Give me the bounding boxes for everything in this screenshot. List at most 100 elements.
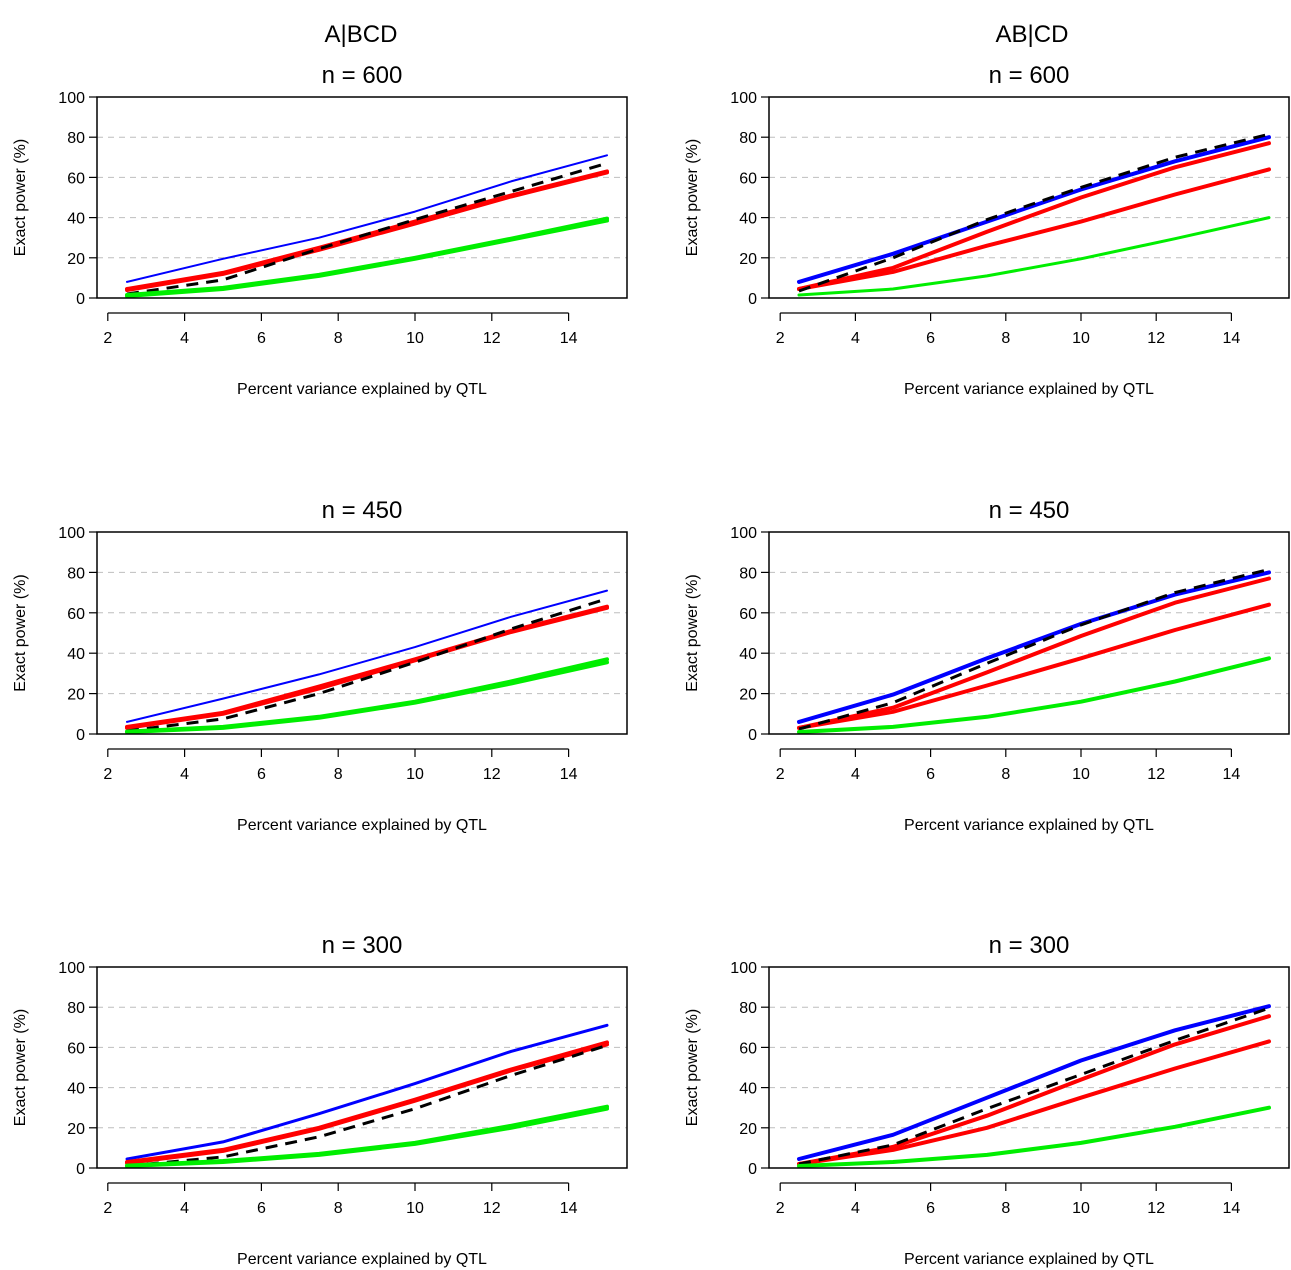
y-tick-label: 0	[76, 1161, 85, 1178]
column-header-left: A|BCD	[325, 21, 398, 48]
y-tick-label: 20	[67, 687, 85, 704]
y-tick-label: 40	[67, 646, 85, 663]
x-tick-label: 8	[1001, 330, 1010, 347]
x-tick-label: 4	[851, 1200, 860, 1217]
x-tick-label: 12	[1147, 330, 1165, 347]
y-tick-label: 0	[76, 727, 85, 744]
series-line-black-4	[126, 161, 608, 296]
x-tick-label: 2	[776, 766, 785, 783]
x-tick-label: 2	[103, 330, 112, 347]
x-tick-label: 14	[1223, 1200, 1241, 1217]
x-tick-label: 14	[1223, 766, 1241, 783]
x-tick-label: 4	[180, 330, 189, 347]
x-tick-label: 10	[406, 766, 424, 783]
y-tick-label: 40	[739, 1081, 757, 1098]
panel-title: n = 450	[989, 497, 1070, 524]
x-tick-label: 4	[851, 766, 860, 783]
x-tick-label: 14	[560, 1200, 578, 1217]
plot-frame	[96, 966, 628, 1169]
x-tick-label: 4	[180, 1200, 189, 1217]
y-tick-label: 60	[739, 606, 757, 623]
x-tick-label: 2	[103, 1200, 112, 1217]
plot-frame	[768, 966, 1290, 1169]
y-tick-label: 80	[67, 1000, 85, 1017]
series-line-green-5	[797, 1105, 1271, 1168]
x-tick-label: 6	[257, 1200, 266, 1217]
panel-title: n = 300	[322, 932, 403, 959]
chart-panel-6: 0 20 40 60 80 100 2 4 6 8 10 12 14 n = 300 Percent var…	[684, 932, 1290, 1268]
series-line-green-5	[797, 656, 1271, 734]
chart-panel-1: 0 20 40 60 80 100 2 4 6 8 10 12 14 n = 600 Percent var…	[12, 62, 628, 398]
y-tick-label: 60	[739, 170, 757, 187]
x-tick-label: 8	[334, 1200, 343, 1217]
y-tick-label: 20	[67, 251, 85, 268]
x-tick-label: 12	[1147, 1200, 1165, 1217]
series-line-black-4	[798, 1006, 1270, 1166]
y-tick-label: 100	[730, 525, 757, 542]
x-axis-label: Percent variance explained by QTL	[237, 817, 487, 834]
series-line-green-6	[125, 657, 609, 734]
series-line-red-2	[797, 1014, 1271, 1166]
series-line-black-4	[126, 1043, 608, 1168]
x-tick-label: 14	[1223, 330, 1241, 347]
x-tick-label: 2	[776, 330, 785, 347]
x-tick-label: 10	[406, 1200, 424, 1217]
x-tick-label: 4	[180, 766, 189, 783]
x-tick-label: 6	[926, 766, 935, 783]
y-tick-label: 80	[739, 565, 757, 582]
series-line-red-3	[797, 602, 1271, 730]
y-axis-label: Exact power (%)	[684, 574, 701, 691]
x-tick-label: 8	[1001, 766, 1010, 783]
y-tick-label: 80	[739, 1000, 757, 1017]
y-tick-label: 80	[67, 130, 85, 147]
x-axis-label: Percent variance explained by QTL	[904, 381, 1154, 398]
x-tick-label: 2	[103, 766, 112, 783]
series-line-red-2	[797, 141, 1271, 291]
y-tick-label: 40	[739, 211, 757, 228]
x-tick-label: 12	[483, 330, 501, 347]
series-line-red-3	[125, 604, 609, 729]
series-line-blue-1	[126, 589, 608, 723]
y-tick-label: 80	[67, 565, 85, 582]
y-tick-label: 20	[739, 687, 757, 704]
plot-frame	[768, 96, 1290, 299]
y-axis-label: Exact power (%)	[12, 1009, 29, 1126]
x-tick-label: 2	[776, 1200, 785, 1217]
y-tick-label: 40	[67, 1081, 85, 1098]
x-tick-label: 4	[851, 330, 860, 347]
series-line-blue-1	[797, 135, 1271, 284]
y-tick-label: 60	[739, 1040, 757, 1057]
chart-panel-4: 0 20 40 60 80 100 2 4 6 8 10 12 14 n = 450 Percent var…	[684, 497, 1290, 834]
x-axis-label: Percent variance explained by QTL	[237, 381, 487, 398]
y-tick-label: 0	[748, 1161, 757, 1178]
y-tick-label: 100	[58, 960, 85, 977]
x-tick-label: 12	[483, 1200, 501, 1217]
y-tick-label: 20	[67, 1121, 85, 1138]
y-tick-label: 60	[67, 1040, 85, 1057]
y-tick-label: 40	[67, 211, 85, 228]
x-tick-label: 8	[334, 766, 343, 783]
series-line-green-6	[125, 216, 609, 297]
x-tick-label: 10	[1072, 1200, 1090, 1217]
x-tick-label: 10	[406, 330, 424, 347]
panel-title: n = 600	[989, 62, 1070, 89]
column-header-right: AB|CD	[996, 21, 1069, 48]
y-tick-label: 0	[748, 727, 757, 744]
series-line-green-6	[125, 1104, 609, 1168]
series-line-red-3	[125, 169, 609, 291]
x-tick-label: 10	[1072, 330, 1090, 347]
series-line-blue-1	[797, 1004, 1271, 1161]
series-line-red-2	[797, 576, 1271, 730]
y-axis-label: Exact power (%)	[12, 574, 29, 691]
y-axis-label: Exact power (%)	[12, 139, 29, 256]
x-tick-label: 12	[483, 766, 501, 783]
y-tick-label: 100	[730, 960, 757, 977]
y-tick-label: 20	[739, 251, 757, 268]
y-tick-label: 60	[67, 170, 85, 187]
x-tick-label: 6	[926, 1200, 935, 1217]
series-line-black-4	[798, 132, 1270, 293]
y-tick-label: 100	[730, 90, 757, 107]
plot-frame	[96, 531, 628, 735]
series-line-black-4	[126, 597, 608, 733]
